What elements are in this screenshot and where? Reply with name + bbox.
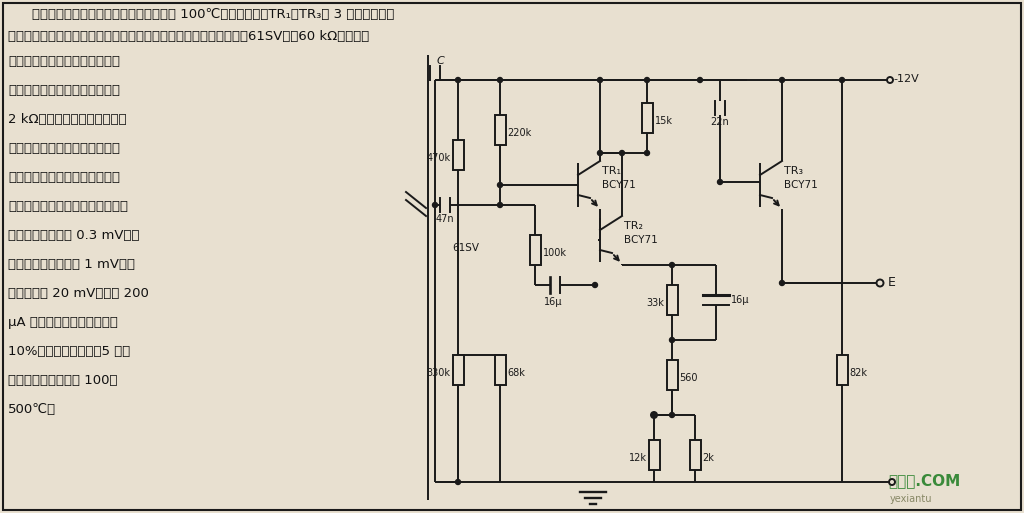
- Text: 33k: 33k: [646, 298, 665, 308]
- Circle shape: [670, 338, 675, 343]
- Circle shape: [644, 150, 649, 155]
- Circle shape: [840, 77, 845, 83]
- Text: 220k: 220k: [508, 128, 531, 138]
- Circle shape: [498, 183, 503, 187]
- Circle shape: [670, 263, 675, 267]
- Circle shape: [697, 77, 702, 83]
- Text: 2 kΩ负温度系数的热敏电阔调: 2 kΩ负温度系数的热敏电阔调: [8, 113, 127, 126]
- Text: 470k: 470k: [426, 153, 451, 163]
- Circle shape: [498, 77, 503, 83]
- Text: 61SV: 61SV: [452, 243, 479, 253]
- Bar: [641, 103, 652, 133]
- Text: 16μ: 16μ: [731, 295, 750, 305]
- Bar: [667, 285, 678, 315]
- Text: BCY71: BCY71: [602, 180, 636, 190]
- Bar: [529, 235, 541, 265]
- Circle shape: [651, 412, 656, 418]
- Text: 16μ: 16μ: [544, 297, 562, 307]
- Text: TR₂: TR₂: [624, 221, 643, 231]
- Text: 560: 560: [680, 373, 698, 383]
- Text: TR₃: TR₃: [784, 166, 803, 176]
- Text: 装在检测器上，通过偏压电路的自举作用，使输入与辐射检测元件（61SV）的60 kΩ阻抗相匹: 装在检测器上，通过偏压电路的自举作用，使输入与辐射检测元件（61SV）的60 k…: [8, 30, 370, 43]
- Text: 500℃。: 500℃。: [8, 403, 56, 416]
- Text: 烱线图.COM: 烱线图.COM: [888, 473, 961, 488]
- Text: 检测元件为硫化铅光敏电阔，能测量高于 100℃的表面温度。TR₁～TR₃为 3 级放大器，安: 检测元件为硫化铅光敏电阔，能测量高于 100℃的表面温度。TR₁～TR₃为 3 …: [15, 8, 394, 21]
- Circle shape: [456, 480, 461, 484]
- Circle shape: [644, 77, 649, 83]
- Text: E: E: [888, 277, 896, 289]
- Text: 2k: 2k: [702, 453, 715, 463]
- Text: 68k: 68k: [508, 368, 525, 378]
- Text: 10%的偏差。该电路有5 个量: 10%的偏差。该电路有5 个量: [8, 345, 130, 358]
- Circle shape: [456, 77, 461, 83]
- Text: BCY71: BCY71: [624, 235, 657, 245]
- Text: TR₁: TR₁: [602, 166, 621, 176]
- Text: 节增益，以补偿辐射检测元件灵: 节增益，以补偿辐射检测元件灵: [8, 142, 120, 155]
- Text: 主放大器和指示电表（未给出）。: 主放大器和指示电表（未给出）。: [8, 200, 128, 213]
- Circle shape: [670, 412, 675, 418]
- Text: -12V: -12V: [893, 74, 919, 84]
- Text: 配。各级均加偏压，以使其噪声: 配。各级均加偏压，以使其噪声: [8, 55, 120, 68]
- Text: 最小。当周围温度升高时，具有: 最小。当周围温度升高时，具有: [8, 84, 120, 97]
- Circle shape: [597, 77, 602, 83]
- Text: 100k: 100k: [543, 248, 566, 258]
- Circle shape: [498, 203, 503, 207]
- Text: μA 电流表的最灵敏量程内，: μA 电流表的最灵敏量程内，: [8, 316, 118, 329]
- Text: 12k: 12k: [629, 453, 646, 463]
- Text: 22n: 22n: [711, 117, 729, 127]
- Circle shape: [620, 150, 625, 155]
- Bar: [495, 115, 506, 145]
- Circle shape: [877, 280, 884, 286]
- Text: BCY71: BCY71: [784, 180, 818, 190]
- Circle shape: [779, 281, 784, 286]
- Text: C: C: [437, 56, 444, 66]
- Circle shape: [651, 412, 657, 418]
- Circle shape: [593, 283, 597, 287]
- Bar: [648, 440, 659, 470]
- Circle shape: [779, 77, 784, 83]
- Text: 辐射检测元件输出 0.3 mV，通: 辐射检测元件输出 0.3 mV，通: [8, 229, 139, 242]
- Bar: [453, 140, 464, 170]
- Text: 330k: 330k: [427, 368, 451, 378]
- Text: 过前置放大器能得到 1 mV，主: 过前置放大器能得到 1 mV，主: [8, 258, 135, 271]
- Text: 15k: 15k: [654, 116, 673, 126]
- Text: 敏度的降低。末级的跟随器驱动: 敏度的降低。末级的跟随器驱动: [8, 171, 120, 184]
- Circle shape: [889, 479, 895, 485]
- Text: 放大器输出 20 mV，这在 200: 放大器输出 20 mV，这在 200: [8, 287, 148, 300]
- Bar: [495, 355, 506, 385]
- Bar: [667, 360, 678, 390]
- Bar: [837, 355, 848, 385]
- Text: 程，测量温度范围为 100～: 程，测量温度范围为 100～: [8, 374, 118, 387]
- Text: yexiantu: yexiantu: [890, 494, 933, 504]
- Circle shape: [718, 180, 723, 185]
- Circle shape: [597, 150, 602, 155]
- Circle shape: [432, 203, 437, 207]
- Text: 82k: 82k: [850, 368, 867, 378]
- Circle shape: [887, 77, 893, 83]
- Bar: [689, 440, 700, 470]
- Text: 47n: 47n: [435, 214, 455, 224]
- Bar: [453, 355, 464, 385]
